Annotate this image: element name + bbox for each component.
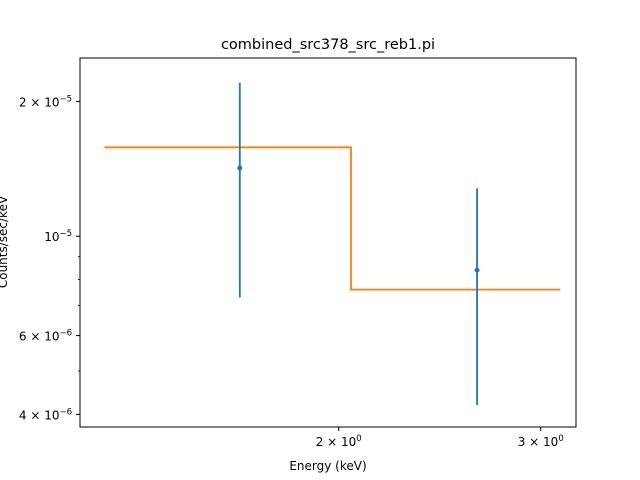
chart-title: combined_src378_src_reb1.pi <box>221 37 435 53</box>
y-tick-label-1: 4 × 10−6 <box>19 407 72 422</box>
data-point-1 <box>237 165 243 171</box>
plot-frame <box>79 57 577 428</box>
model-step-line <box>104 146 561 291</box>
x-tick-label-1: 2 × 100 <box>316 434 362 449</box>
y-tick-label-4: 2 × 10−5 <box>19 94 72 109</box>
axis-ticks: 2 × 100 3 × 100 4 × 10−6 6 × 10−6 10−5 2 × 10… <box>19 94 564 449</box>
x-axis-label: Energy (keV) <box>289 459 366 473</box>
data-point-2 <box>474 267 480 273</box>
plot-area <box>104 82 561 405</box>
y-axis-label: Counts/sec/keV <box>0 195 10 288</box>
y-tick-label-2: 6 × 10−6 <box>19 329 72 344</box>
x-tick-label-2: 3 × 100 <box>518 434 564 449</box>
y-tick-label-3: 10−5 <box>44 229 72 244</box>
